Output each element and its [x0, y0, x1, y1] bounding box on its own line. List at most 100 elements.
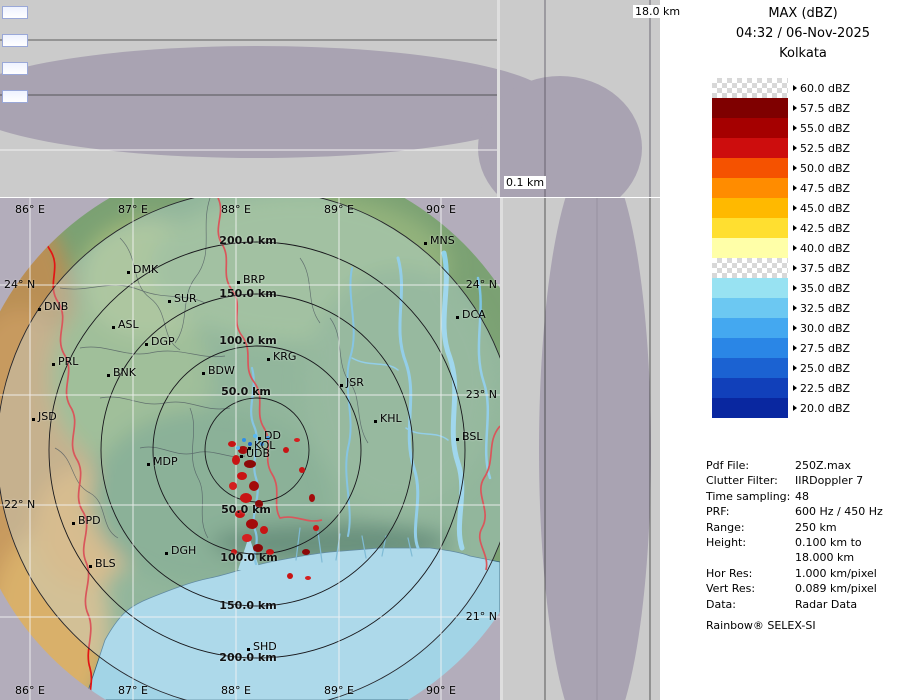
- reflectivity-legend: 60.0 dBZ 57.5 dBZ 55.0 dBZ 52.5 dBZ 50.0 dBZ…: [712, 78, 850, 418]
- metadata-table: Pdf File: 250Z.max Clutter Filter: IIRDoppl…: [706, 458, 902, 612]
- range-rings: [0, 198, 500, 700]
- legend-tick-icon: [793, 125, 797, 131]
- metadata-key: Hor Res:: [706, 566, 753, 580]
- legend-tick-icon: [793, 305, 797, 311]
- legend-tick-icon: [793, 165, 797, 171]
- radar-range-tint: [0, 198, 500, 700]
- legend-label: 55.0 dBZ: [793, 122, 850, 135]
- legend-label: 37.5 dBZ: [793, 262, 850, 275]
- legend-value: 40.0 dBZ: [800, 241, 851, 255]
- legend-row: 52.5 dBZ: [712, 138, 850, 158]
- legend-swatch: [712, 218, 788, 238]
- height-axis-max-label: 18.0 km: [633, 5, 683, 18]
- district-boundaries: [54, 198, 369, 539]
- legend-swatch: [712, 198, 788, 218]
- legend-swatch: [712, 258, 788, 278]
- metadata-row: 18.000 km: [706, 550, 902, 565]
- legend-label: 35.0 dBZ: [793, 282, 850, 295]
- legend-value: 37.5 dBZ: [800, 261, 851, 275]
- legend-swatch: [712, 178, 788, 198]
- legend-swatch: [712, 238, 788, 258]
- legend-tick-icon: [793, 85, 797, 91]
- river-layer: [250, 250, 492, 566]
- legend-tick-icon: [793, 365, 797, 371]
- corner-nodata-region: [478, 76, 642, 197]
- legend-swatch: [712, 378, 788, 398]
- legend-label: 50.0 dBZ: [793, 162, 850, 175]
- legend-label: 60.0 dBZ: [793, 82, 850, 95]
- state-boundaries: [41, 198, 500, 700]
- legend-row: 22.5 dBZ: [712, 378, 850, 398]
- legend-swatch: [712, 118, 788, 138]
- metadata-row: PRF: 600 Hz / 450 Hz: [706, 504, 902, 519]
- metadata-row: Time sampling: 48: [706, 489, 902, 504]
- legend-value: 47.5 dBZ: [800, 181, 851, 195]
- legend-row: 32.5 dBZ: [712, 298, 850, 318]
- legend-swatch: [712, 158, 788, 178]
- legend-tick-icon: [793, 265, 797, 271]
- legend-tick-icon: [793, 185, 797, 191]
- top-panel-nodata-region: [0, 46, 554, 158]
- metadata-key: Clutter Filter:: [706, 474, 778, 488]
- legend-value: 42.5 dBZ: [800, 221, 851, 235]
- panel-separator: [497, 0, 500, 197]
- legend-label: 57.5 dBZ: [793, 102, 850, 115]
- legend-swatch: [712, 338, 788, 358]
- metadata-key: Pdf File:: [706, 459, 750, 472]
- legend-row: 42.5 dBZ: [712, 218, 850, 238]
- site-name: Kolkata: [779, 46, 827, 61]
- height-axis-tick-label: [2, 90, 28, 103]
- metadata-key: Data:: [706, 597, 736, 611]
- legend-row: 50.0 dBZ: [712, 158, 850, 178]
- legend-label: 52.5 dBZ: [793, 142, 850, 155]
- panel-separator: [500, 198, 503, 700]
- legend-row: 30.0 dBZ: [712, 318, 850, 338]
- legend-value: 45.0 dBZ: [800, 201, 851, 215]
- legend-tick-icon: [793, 285, 797, 291]
- legend-value: 25.0 dBZ: [800, 361, 851, 375]
- vertical-projection-side-panel: [500, 198, 660, 700]
- legend-label: 42.5 dBZ: [793, 222, 850, 235]
- vertical-projection-top-panel: [0, 0, 660, 197]
- metadata-row: Clutter Filter: IIRDoppler 7: [706, 473, 902, 488]
- legend-value: 22.5 dBZ: [800, 381, 851, 395]
- legend-row: 27.5 dBZ: [712, 338, 850, 358]
- legend-value: 30.0 dBZ: [800, 321, 851, 335]
- height-axis-tick-label: [2, 62, 28, 75]
- metadata-key: Height:: [706, 536, 747, 550]
- info-panel: MAX (dBZ) 04:32 / 06-Nov-2025 Kolkata 60…: [660, 0, 906, 700]
- legend-tick-icon: [793, 245, 797, 251]
- legend-row: 60.0 dBZ: [712, 78, 850, 98]
- legend-tick-icon: [793, 105, 797, 111]
- legend-label: 22.5 dBZ: [793, 382, 850, 395]
- latlon-grid: [0, 198, 500, 700]
- legend-tick-icon: [793, 385, 797, 391]
- metadata-key: [706, 550, 795, 565]
- metadata-value: 1.000 km/pixel: [795, 566, 877, 580]
- legend-value: 57.5 dBZ: [800, 101, 851, 115]
- echo-layer: [228, 434, 319, 580]
- legend-label: 40.0 dBZ: [793, 242, 850, 255]
- legend-swatch: [712, 358, 788, 378]
- legend-label: 20.0 dBZ: [793, 402, 850, 415]
- metadata-row: Pdf File: 250Z.max: [706, 458, 902, 473]
- legend-value: 27.5 dBZ: [800, 341, 851, 355]
- legend-value: 55.0 dBZ: [800, 121, 851, 135]
- legend-value: 20.0 dBZ: [800, 401, 851, 415]
- legend-swatch: [712, 278, 788, 298]
- height-axis-tick-label: [2, 34, 28, 47]
- metadata-row: Range: 250 km: [706, 520, 902, 535]
- software-brand: Rainbow® SELEX-SI: [706, 619, 816, 632]
- legend-tick-icon: [793, 145, 797, 151]
- legend-swatch: [712, 138, 788, 158]
- product-datetime: 04:32 / 06-Nov-2025: [735, 26, 871, 41]
- legend-row: 57.5 dBZ: [712, 98, 850, 118]
- product-title: MAX (dBZ): [768, 6, 838, 21]
- legend-row: 47.5 dBZ: [712, 178, 850, 198]
- legend-row: 45.0 dBZ: [712, 198, 850, 218]
- metadata-value: IIRDoppler 7: [795, 474, 864, 488]
- legend-row: 25.0 dBZ: [712, 358, 850, 378]
- legend-row: 35.0 dBZ: [712, 278, 850, 298]
- metadata-value: Radar Data: [795, 597, 858, 611]
